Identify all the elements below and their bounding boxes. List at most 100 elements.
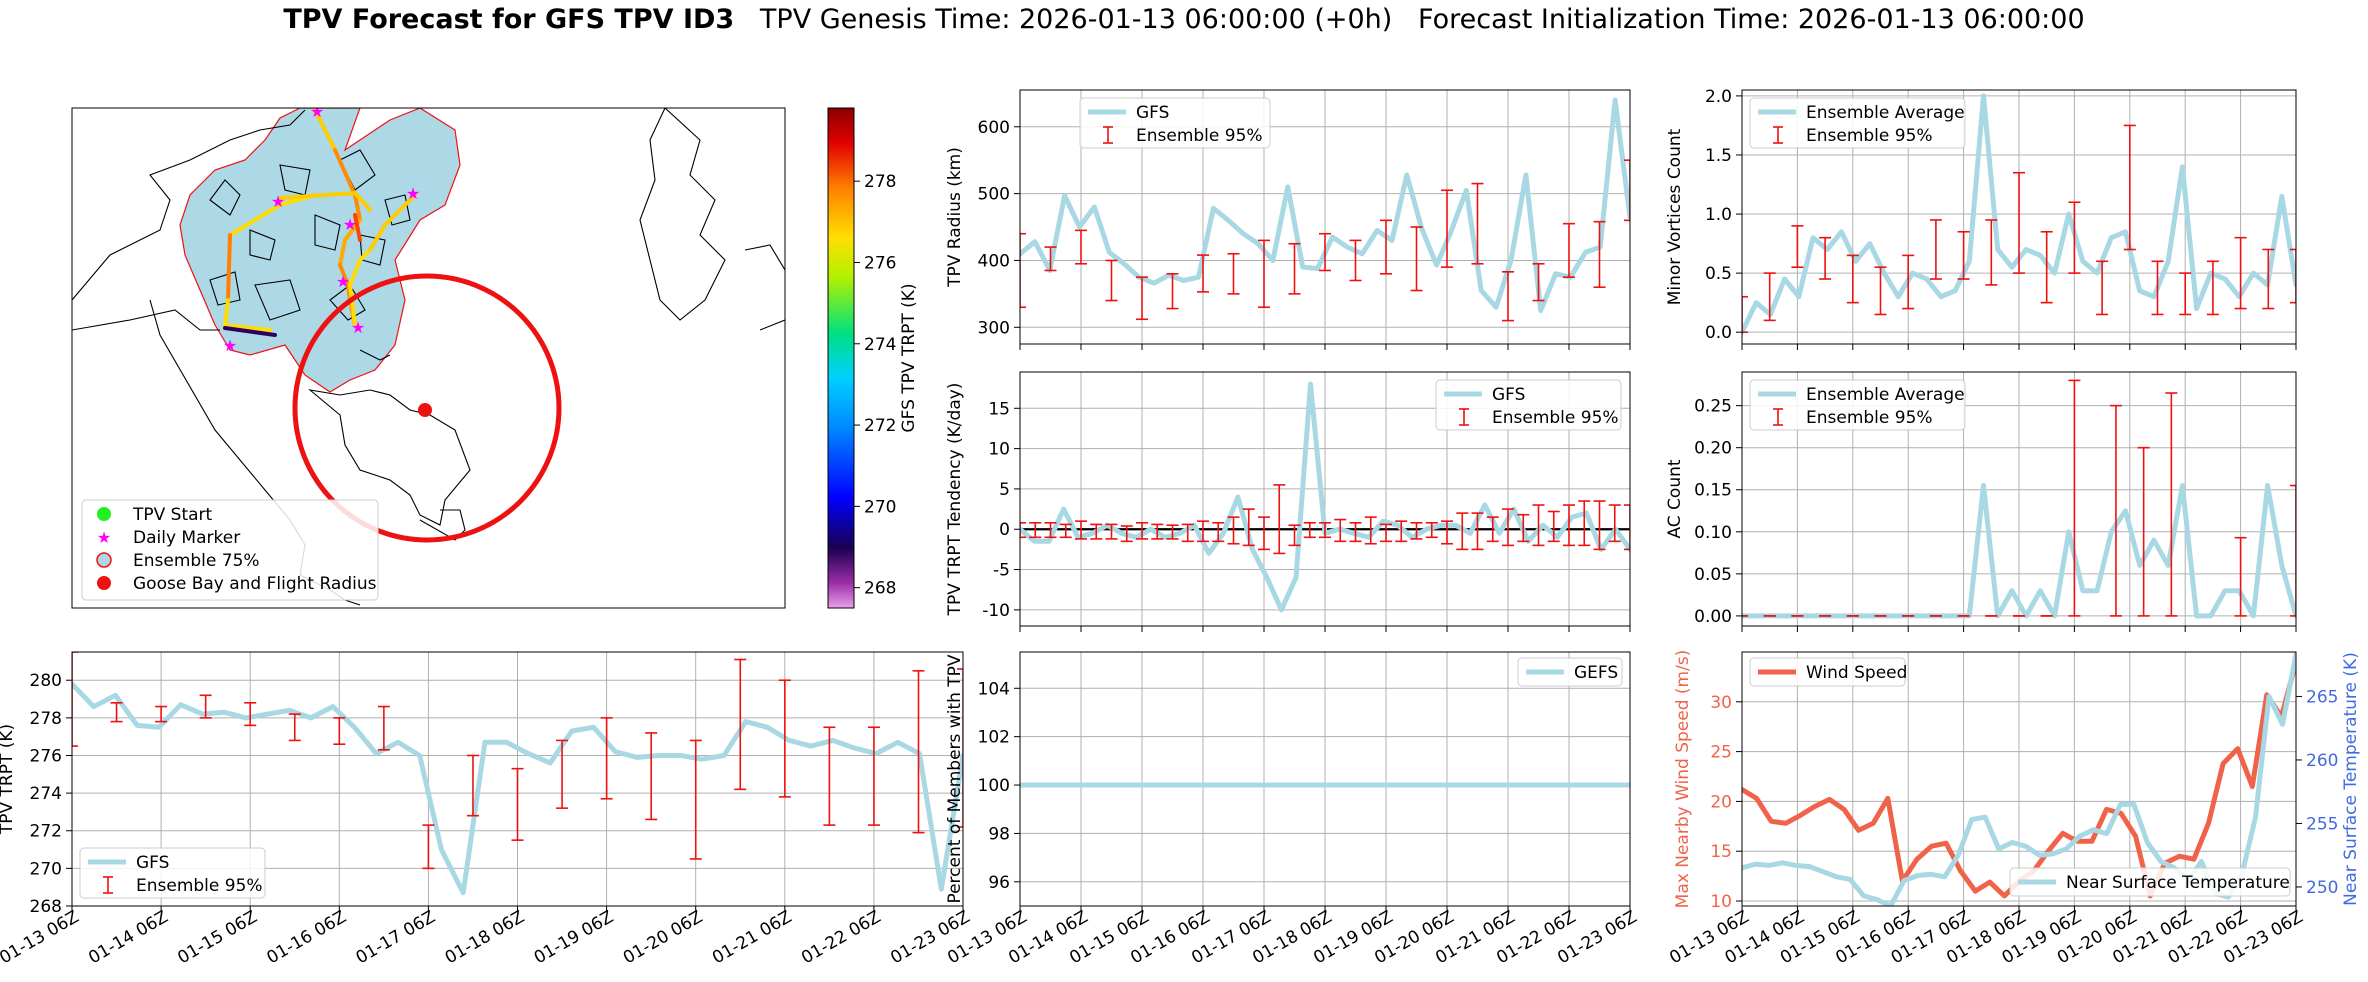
errorbar [1380, 523, 1392, 543]
errorbar [1441, 520, 1453, 545]
x-tick-label: 01-18 06Z [442, 907, 528, 968]
y-tick-label: 15 [988, 399, 1010, 419]
errorbar [1410, 521, 1423, 540]
y-tick-label: 102 [978, 728, 1010, 748]
errorbar [2013, 171, 2025, 274]
chart-legend: GFS Ensemble 95% [79, 847, 266, 899]
errorbar [1105, 259, 1118, 302]
errorbar [1075, 520, 1087, 540]
colorbar-tick-label: 274 [864, 335, 896, 355]
x-tick-label: 01-21 06Z [709, 907, 795, 968]
legend-label: Near Surface Temperature [2066, 873, 2290, 893]
y-tick-label: 25 [1710, 743, 1732, 763]
chart-minor: 0.0 0.5 1.0 1.5 2.0 Minor Vortices Count Ensem… [1665, 87, 2297, 350]
errorbar [778, 679, 791, 798]
daily-marker: ★ [406, 184, 420, 203]
y-tick-label: 2.0 [1705, 87, 1732, 107]
series-line-near-surface-temperature [1742, 652, 2296, 906]
y-tick-label: 5 [999, 480, 1010, 500]
y-axis-label: TPV TRPT (K) [0, 724, 17, 835]
y-tick-label: 0.20 [1694, 439, 1732, 459]
errorbar [1197, 254, 1209, 293]
errorbar [556, 739, 569, 809]
errorbar [2137, 446, 2150, 617]
legend-box [79, 847, 266, 899]
errorbar [1020, 232, 1026, 309]
chart-ac: 0.00 0.05 0.10 0.15 0.20 0.25 AC Count Ensemble… [1665, 371, 2297, 632]
chart-frame [1741, 651, 2297, 907]
y-tick-label: 30 [1710, 693, 1732, 713]
errorbar [823, 726, 836, 826]
errorbar [1044, 246, 1057, 272]
x-tick-label: 01-14 06Z [85, 907, 171, 968]
errorbar [1985, 219, 1998, 286]
errorbar [1471, 512, 1484, 551]
y-axis-label: Minor Vortices Count [1665, 128, 1685, 305]
colorbar-tick-label: 276 [864, 253, 896, 273]
chart-data-layer [1742, 93, 2296, 335]
errorbar [1763, 272, 1776, 322]
y-tick-label: 10 [988, 440, 1010, 460]
errorbar [72, 652, 78, 747]
errorbar [1319, 232, 1331, 272]
errorbar [1819, 236, 1832, 280]
legend-ensemble-75: Ensemble 75% [133, 551, 260, 571]
errorbar [2234, 536, 2247, 617]
errorbar [1532, 262, 1545, 302]
errorbar [1517, 513, 1530, 543]
errorbar [1874, 266, 1887, 316]
legend-label: Ensemble 95% [1136, 126, 1263, 146]
legend-daily-marker: Daily Marker [133, 528, 240, 548]
legend-label: Ensemble Average [1806, 385, 1965, 405]
errorbar [2096, 260, 2109, 316]
x-tick-label: 01-20 06Z [620, 907, 706, 968]
y-tick-label: 100 [978, 776, 1010, 796]
errorbar [1395, 520, 1408, 543]
y-tick-label: 20 [1710, 792, 1732, 812]
daily-markers: ★ ★ ★ ★ ★ ★ ★ [223, 108, 420, 355]
errorbar [1181, 523, 1194, 543]
errorbar [1227, 516, 1240, 545]
y-tick-label: 1.5 [1705, 146, 1732, 166]
y-tick-label: 0.5 [1705, 264, 1732, 284]
map-colorbar: 268 270 272 274 276 278 GFS TPV TRPT (K) [827, 107, 919, 609]
errorbar [2262, 248, 2275, 310]
chart-legend: GFS Ensemble 95% [1079, 97, 1271, 149]
legend-label: Wind Speed [1806, 663, 1907, 683]
errorbar [1020, 521, 1026, 539]
errorbar [1258, 239, 1270, 309]
map-border [71, 107, 786, 609]
errorbar [1957, 230, 1970, 280]
errorbar [1059, 523, 1072, 539]
errorbar [2040, 230, 2053, 304]
colorbar-tick-label: 268 [864, 579, 896, 599]
y2-axis-label: Near Surface Temperature (K) [2341, 652, 2361, 906]
tpv-track [222, 108, 417, 337]
errorbar [1502, 508, 1514, 547]
errorbar [1624, 504, 1630, 551]
legend-box [1749, 97, 1966, 149]
errorbar [1380, 219, 1392, 275]
y-tick-label: 268 [30, 897, 62, 917]
errorbar [1120, 525, 1133, 543]
chart-tendency: -10 -5 0 5 10 15 TPV TRPT Tendency (K/day) GFS E… [945, 371, 1631, 632]
legend-box [1749, 379, 1966, 431]
errorbar [2151, 260, 2164, 316]
errorbar [600, 717, 613, 800]
y-tick-label: 104 [978, 679, 1010, 699]
y-tick-label: 0.0 [1705, 323, 1732, 343]
errorbar [1242, 508, 1255, 547]
y-tick-label: 500 [978, 185, 1010, 205]
errorbar [1547, 510, 1560, 543]
errorbar [1791, 225, 1804, 269]
errorbar [1029, 521, 1042, 539]
y-tick-label: 1.0 [1705, 205, 1732, 225]
y-tick-label: 274 [30, 784, 62, 804]
figure-title: TPV Forecast for GFS TPV ID3 TPV Genesis… [0, 4, 2368, 35]
chart-radius: 300 400 500 600 TPV Radius (km) GFS Ensemble 9… [945, 89, 1631, 350]
errorbar [957, 668, 963, 828]
y-tick-label: 280 [30, 671, 62, 691]
chart-frame [1019, 89, 1631, 345]
y-tick-label: 272 [30, 822, 62, 842]
legend-label: GFS [1136, 103, 1169, 123]
